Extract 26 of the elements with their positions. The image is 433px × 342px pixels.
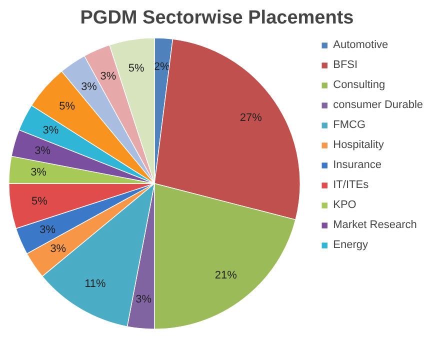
data-label: 3% (136, 293, 152, 306)
data-label: 11% (84, 278, 106, 290)
legend-label: Automotive (333, 39, 388, 51)
data-label: 3% (40, 224, 56, 236)
legend-label: KPO (333, 199, 356, 211)
data-label: 3% (42, 124, 59, 137)
legend-label: Hospitality (333, 139, 384, 151)
data-label: 27% (240, 112, 262, 124)
data-label: 5% (31, 196, 48, 208)
chart-title: PGDM Sectorwise Placements (80, 8, 354, 28)
data-label: 3% (50, 242, 66, 255)
legend-label: consumer Durable (333, 99, 423, 111)
data-label: 3% (100, 70, 116, 83)
data-label: 3% (30, 166, 47, 179)
legend-label: Market Research (333, 219, 417, 231)
data-label: 3% (34, 144, 51, 157)
legend-label: IT/ITEs (333, 179, 369, 191)
legend-label: BFSI (333, 59, 358, 71)
legend-label: FMCG (333, 119, 366, 131)
legend-label: Consulting (333, 79, 386, 91)
data-label: 5% (128, 62, 144, 74)
legend-label: Insurance (333, 159, 382, 171)
data-label: 21% (214, 270, 238, 282)
legend-label: Energy (333, 239, 368, 251)
data-label: 5% (59, 100, 76, 112)
data-label: 3% (81, 81, 98, 94)
